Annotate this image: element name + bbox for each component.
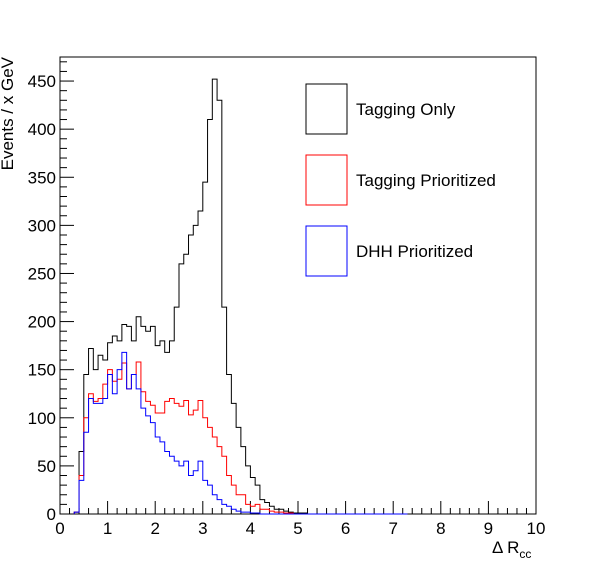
y-tick-label: 350 bbox=[28, 168, 56, 187]
y-tick-label: 250 bbox=[28, 264, 56, 283]
x-tick-label: 0 bbox=[55, 519, 64, 538]
x-tick-label: 3 bbox=[198, 519, 207, 538]
x-tick-label: 6 bbox=[341, 519, 350, 538]
y-tick-label: 0 bbox=[47, 505, 56, 524]
x-tick-label: 10 bbox=[527, 519, 546, 538]
series-layer bbox=[73, 78, 408, 515]
legend: Tagging Only Tagging Prioritized DHH Prior… bbox=[305, 83, 496, 277]
x-axis-title-main: Δ R bbox=[492, 538, 519, 557]
x-tick-label: 5 bbox=[293, 519, 302, 538]
y-axis: 0 50 100 150 200 250 300 350 400 450 bbox=[28, 61, 74, 524]
y-tick-label: 50 bbox=[37, 457, 56, 476]
y-tick-label: 100 bbox=[28, 409, 56, 428]
legend-swatch bbox=[305, 225, 348, 277]
y-tick-label: 200 bbox=[28, 313, 56, 332]
x-axis-title-subscript: cc bbox=[519, 547, 531, 561]
x-tick-label: 2 bbox=[150, 519, 159, 538]
y-tick-label: 300 bbox=[28, 216, 56, 235]
series-tagging-only bbox=[73, 78, 408, 515]
x-axis: 0 1 2 3 4 5 6 7 8 9 10 bbox=[55, 501, 545, 538]
x-tick-label: 9 bbox=[484, 519, 493, 538]
legend-label: DHH Prioritized bbox=[356, 242, 473, 261]
series-line bbox=[73, 351, 408, 515]
x-tick-label: 4 bbox=[246, 519, 255, 538]
legend-label: Tagging Only bbox=[356, 100, 456, 119]
y-tick-label: 450 bbox=[28, 72, 56, 91]
x-tick-label: 1 bbox=[103, 519, 112, 538]
legend-item: DHH Prioritized bbox=[305, 225, 473, 277]
y-tick-label: 150 bbox=[28, 361, 56, 380]
legend-label: Tagging Prioritized bbox=[356, 171, 496, 190]
legend-item: Tagging Prioritized bbox=[305, 154, 496, 206]
legend-swatch bbox=[305, 83, 348, 135]
x-tick-label: 8 bbox=[436, 519, 445, 538]
series-dhh-prioritized bbox=[73, 351, 408, 515]
x-axis-title: Δ Rcc bbox=[492, 538, 531, 561]
x-tick-label: 7 bbox=[388, 519, 397, 538]
plot-frame bbox=[59, 56, 537, 515]
y-axis-title: Events / x GeV bbox=[0, 56, 17, 170]
legend-swatch bbox=[305, 154, 348, 206]
legend-item: Tagging Only bbox=[305, 83, 456, 135]
series-line bbox=[73, 78, 408, 515]
y-tick-label: 400 bbox=[28, 120, 56, 139]
